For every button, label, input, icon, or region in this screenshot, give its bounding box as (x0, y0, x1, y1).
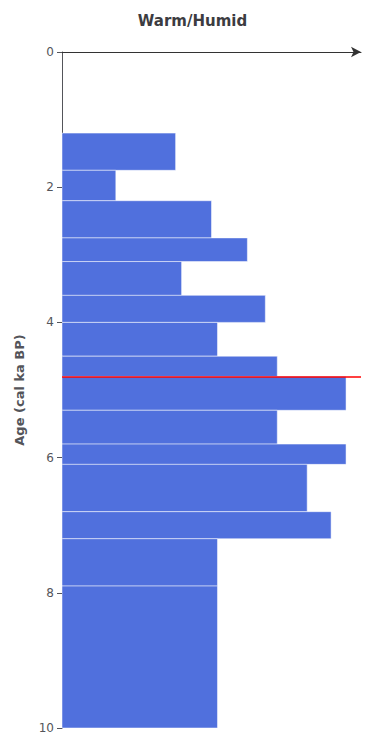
svg-text:4: 4 (46, 315, 54, 329)
svg-text:Warm/Humid: Warm/Humid (138, 12, 247, 30)
svg-text:2: 2 (46, 180, 54, 194)
svg-text:0: 0 (46, 45, 54, 59)
svg-text:10: 10 (39, 721, 54, 735)
svg-text:8: 8 (46, 586, 54, 600)
svg-text:Age (cal ka BP): Age (cal ka BP) (12, 334, 27, 445)
svg-text:6: 6 (46, 451, 54, 465)
